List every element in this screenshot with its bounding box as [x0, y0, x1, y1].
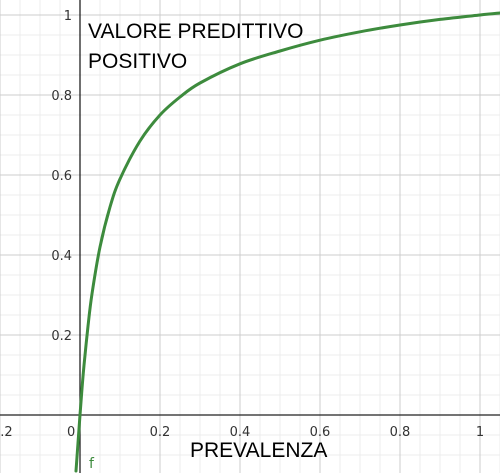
x-tick-label: 0.2 [150, 425, 171, 440]
x-tick-label: 1 [476, 425, 484, 440]
x-tick-label: -0.2 [0, 425, 13, 440]
y-tick-label: 0.6 [51, 169, 72, 184]
x-tick-label: 0.6 [310, 425, 331, 440]
series-line-f [74, 11, 500, 473]
origin-tick-label: 0 [67, 425, 75, 440]
x-tick-label: 0.4 [230, 425, 251, 440]
chart-labels: VALORE PREDITTIVO POSITIVO PREVALENZA 0 [67, 20, 327, 462]
series-layer: f [74, 11, 500, 473]
x-tick-label: 0.8 [390, 425, 411, 440]
chart-title-line-2: POSITIVO [88, 50, 187, 73]
y-tick-label: 0.8 [51, 89, 72, 104]
chart-title-line-1: VALORE PREDITTIVO [88, 20, 304, 43]
y-tick-label: 1 [64, 9, 72, 24]
y-tick-label: 0.2 [51, 329, 72, 344]
y-tick-label: 0.4 [51, 249, 72, 264]
tick-labels: -0.2 0.2 0.4 0.6 0.8 1 0.2 0.4 0.6 0.8 1 [0, 9, 484, 440]
x-axis-label: PREVALENZA [190, 439, 327, 462]
series-label-f: f [89, 456, 95, 472]
